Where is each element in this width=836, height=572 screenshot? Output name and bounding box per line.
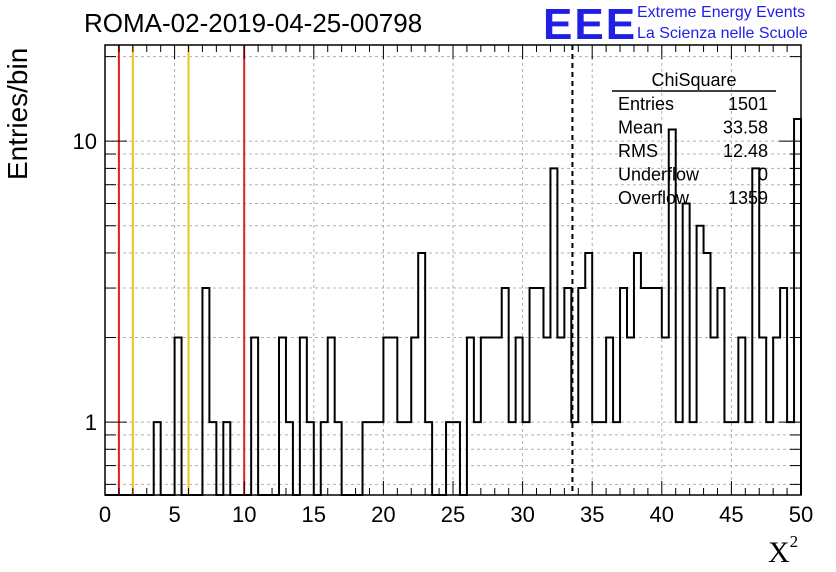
histogram-bin xyxy=(794,119,801,495)
histogram-bin xyxy=(578,288,585,495)
histogram-bin xyxy=(467,338,474,495)
histogram-bin xyxy=(550,168,557,495)
eee-logo: EEE xyxy=(543,0,638,49)
x-tick-label: 0 xyxy=(99,502,111,527)
stats-value: 1501 xyxy=(728,94,768,114)
histogram-bin xyxy=(502,288,509,495)
stats-value: 0 xyxy=(758,165,768,185)
x-tick-label: 45 xyxy=(719,502,743,527)
x-tick-label: 5 xyxy=(168,502,180,527)
x-tick-label: 40 xyxy=(650,502,674,527)
histogram-bin xyxy=(202,288,209,495)
histogram-bin xyxy=(606,338,613,495)
histogram-bin xyxy=(564,288,571,495)
stats-label: RMS xyxy=(618,141,658,161)
stats-name: ChiSquare xyxy=(651,70,736,90)
x-tick-label: 20 xyxy=(371,502,395,527)
y-tick-label: 10 xyxy=(73,129,97,154)
histogram-bin xyxy=(641,288,648,495)
x-tick-label: 10 xyxy=(232,502,256,527)
histogram-bin xyxy=(759,338,766,495)
logo-line-1: Extreme Energy Events xyxy=(637,4,806,21)
x-tick-label: 35 xyxy=(580,502,604,527)
histogram-bin xyxy=(328,338,335,495)
histogram-bin xyxy=(481,338,502,495)
histogram-bin xyxy=(627,338,634,495)
histogram-bin xyxy=(585,253,592,495)
x-tick-label: 30 xyxy=(510,502,534,527)
histogram-bin xyxy=(773,338,780,495)
stats-value: 1359 xyxy=(728,188,768,208)
histogram-bin xyxy=(418,253,425,495)
histogram-bin xyxy=(648,288,662,495)
histogram-bin xyxy=(543,338,550,495)
histogram-bin xyxy=(175,338,182,495)
histogram-bin xyxy=(780,288,787,495)
histogram-bin xyxy=(717,288,724,495)
histogram-bin xyxy=(530,288,544,495)
x-tick-label: 15 xyxy=(302,502,326,527)
histogram-bin xyxy=(279,338,286,495)
histogram-bin xyxy=(662,338,669,495)
stats-label: Underflow xyxy=(618,165,700,185)
histogram-bin xyxy=(704,253,711,495)
stats-label: Overflow xyxy=(618,188,690,208)
histogram-bin xyxy=(300,338,307,495)
histogram-bin xyxy=(697,226,704,495)
histogram-bin xyxy=(383,338,397,495)
histogram-bin xyxy=(683,203,690,495)
x-axis-label-main: X xyxy=(768,536,790,569)
histogram-bin xyxy=(711,338,718,495)
histogram-bin xyxy=(752,168,759,495)
stats-value: 12.48 xyxy=(723,141,768,161)
x-axis-label: X2 xyxy=(768,532,798,570)
stats-value: 33.58 xyxy=(723,118,768,138)
histogram-bin xyxy=(620,288,627,495)
y-tick-label: 1 xyxy=(85,410,97,435)
x-tick-label: 50 xyxy=(789,502,813,527)
x-tick-label: 25 xyxy=(441,502,465,527)
stats-label: Mean xyxy=(618,118,663,138)
histogram-bin xyxy=(251,338,258,495)
histogram-bin xyxy=(557,338,564,495)
histogram-bin xyxy=(411,338,418,495)
logo-line-2: La Scienza nelle Scuole xyxy=(637,25,808,42)
chart-title: ROMA-02-2019-04-25-00798 xyxy=(84,8,423,38)
stats-label: Entries xyxy=(618,94,674,114)
x-axis-label-superscript: 2 xyxy=(789,532,799,551)
histogram-outline xyxy=(105,117,802,496)
histogram-bin xyxy=(516,338,523,495)
histogram-bin xyxy=(634,253,641,495)
histogram-bin xyxy=(738,338,745,495)
